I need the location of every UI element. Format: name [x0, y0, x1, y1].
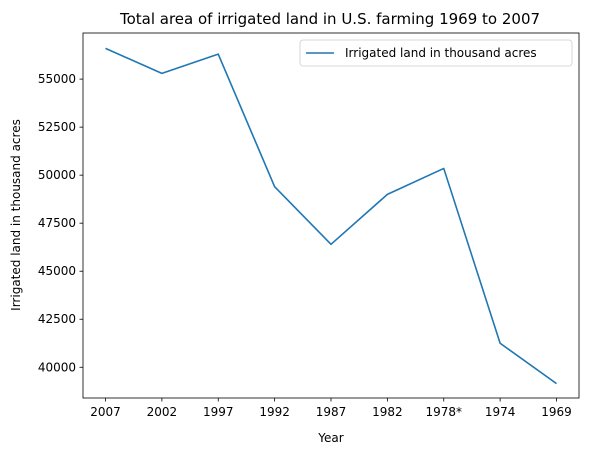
- x-axis-ticks: 2007 2002 1997 1992 1987 1982 1978* 1974 1969: [90, 398, 572, 419]
- x-tick-label: 1974: [485, 405, 516, 419]
- plot-frame: [82, 32, 580, 399]
- x-tick-label: 1978*: [425, 405, 462, 419]
- x-axis-label: Year: [317, 431, 343, 445]
- x-tick-label: 1992: [259, 405, 290, 419]
- y-axis-ticks: 40000 42500 45000 47500 50000 52500 55000: [38, 72, 83, 374]
- y-tick-label: 40000: [38, 360, 76, 374]
- legend: Irrigated land in thousand acres: [299, 39, 573, 67]
- y-axis-label: Irrigated land in thousand acres: [9, 119, 23, 311]
- chart-title: Total area of irrigated land in U.S. far…: [119, 10, 540, 28]
- y-tick-label: 42500: [38, 312, 76, 326]
- x-tick-label: 1997: [203, 405, 234, 419]
- legend-box: [299, 39, 573, 67]
- x-tick-label: 1969: [541, 405, 572, 419]
- y-tick-label: 45000: [38, 264, 76, 278]
- x-tick-label: 1982: [372, 405, 403, 419]
- y-tick-label: 55000: [38, 72, 76, 86]
- y-tick-label: 47500: [38, 216, 76, 230]
- series-line: [105, 47, 557, 385]
- series-layer: [105, 47, 557, 385]
- axes: [82, 32, 580, 399]
- y-tick-label: 50000: [38, 168, 76, 182]
- y-tick-label: 52500: [38, 120, 76, 134]
- legend-label: Irrigated land in thousand acres: [345, 46, 537, 60]
- x-tick-label: 2007: [90, 405, 121, 419]
- x-tick-label: 2002: [147, 405, 178, 419]
- x-tick-label: 1987: [316, 405, 347, 419]
